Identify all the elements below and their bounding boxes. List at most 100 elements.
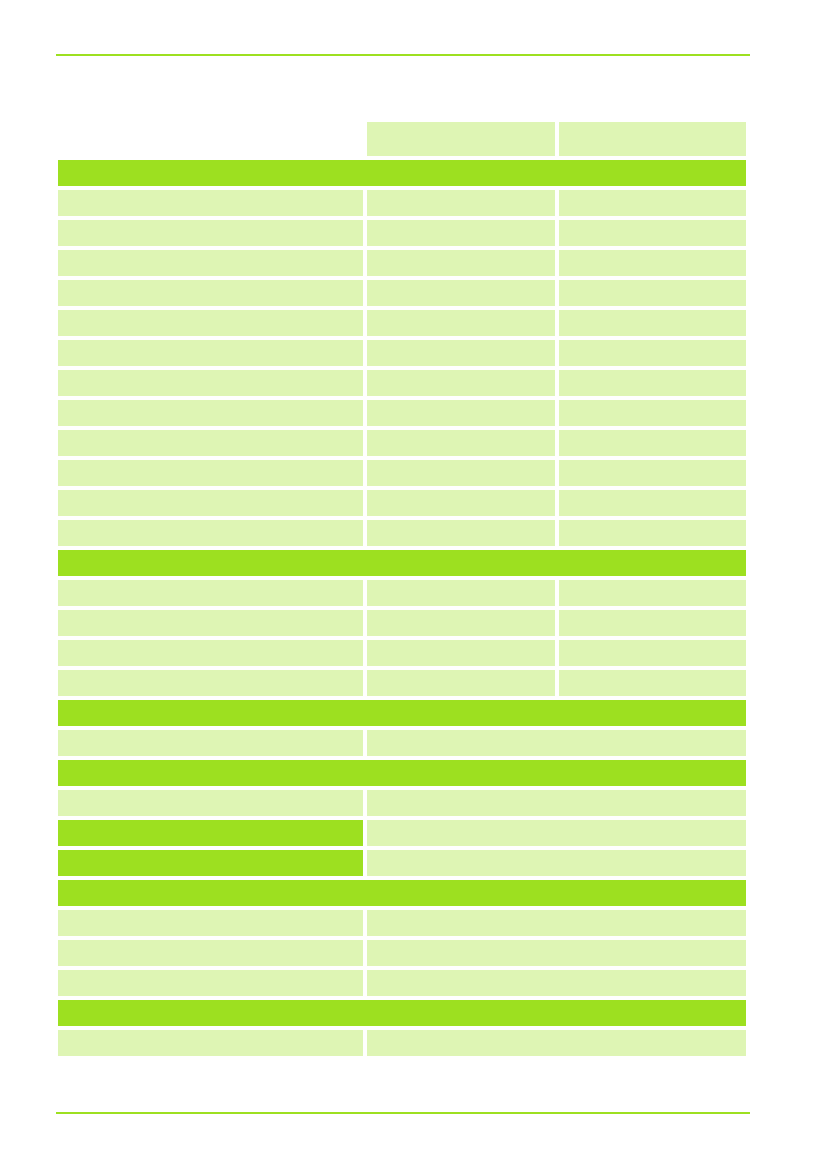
table-cell — [58, 580, 363, 606]
bottom-rule-wrap — [56, 1112, 750, 1114]
table-cell — [58, 400, 363, 426]
table-cell — [58, 220, 363, 246]
table-cell — [367, 310, 555, 336]
table-cell — [367, 190, 555, 216]
table-cell — [559, 122, 746, 156]
table-cell — [58, 122, 363, 156]
table-row — [58, 280, 746, 306]
section-header-row — [58, 700, 746, 726]
table-cell — [58, 730, 363, 756]
table-row — [58, 940, 746, 966]
table-cell — [559, 340, 746, 366]
table-cell — [559, 460, 746, 486]
bottom-rule — [56, 1112, 750, 1114]
table-cell-merged — [367, 970, 746, 996]
table-cell — [58, 520, 363, 546]
table-row — [58, 370, 746, 396]
table-row — [58, 310, 746, 336]
table-cell-merged — [367, 790, 746, 816]
table-cell-merged — [367, 1030, 746, 1056]
table-row — [58, 160, 746, 186]
table-row — [58, 610, 746, 636]
table-cell — [58, 670, 363, 696]
table-row — [58, 460, 746, 486]
table-row — [58, 850, 746, 876]
table-cell — [367, 250, 555, 276]
table-row — [58, 490, 746, 516]
data-table — [58, 122, 746, 1056]
table-cell — [559, 490, 746, 516]
table-cell — [367, 580, 555, 606]
table-cell-merged — [367, 910, 746, 936]
table-row — [58, 520, 746, 546]
section-header-row — [58, 1000, 746, 1026]
table-cell — [58, 280, 363, 306]
table-cell — [58, 820, 363, 846]
table-cell — [559, 370, 746, 396]
table-cell — [58, 610, 363, 636]
table-cell — [559, 280, 746, 306]
table-cell — [58, 430, 363, 456]
table-row — [58, 1030, 746, 1056]
table-row — [58, 670, 746, 696]
table-cell — [559, 610, 746, 636]
table-cell — [367, 430, 555, 456]
table-cell — [367, 610, 555, 636]
table-cell — [559, 310, 746, 336]
table-cell — [367, 490, 555, 516]
table-cell — [58, 1030, 363, 1056]
table-cell — [559, 190, 746, 216]
table-cell — [559, 430, 746, 456]
table-cell — [367, 460, 555, 486]
table-cell — [559, 580, 746, 606]
table-cell — [58, 370, 363, 396]
table-cell — [58, 940, 363, 966]
table-cell — [58, 250, 363, 276]
table-cell — [367, 400, 555, 426]
table-cell — [559, 250, 746, 276]
table-cell — [58, 970, 363, 996]
table-cell — [58, 460, 363, 486]
table-cell — [559, 220, 746, 246]
table-cell — [559, 640, 746, 666]
table-row — [58, 910, 746, 936]
table-row — [58, 1000, 746, 1026]
table-row — [58, 190, 746, 216]
table-cell — [58, 340, 363, 366]
table-row — [58, 122, 746, 156]
table-cell — [367, 640, 555, 666]
table-cell — [58, 490, 363, 516]
table-cell — [559, 520, 746, 546]
table-cell — [58, 790, 363, 816]
page-content — [56, 54, 750, 1060]
table-row — [58, 820, 746, 846]
table-cell-merged — [367, 820, 746, 846]
table-row — [58, 580, 746, 606]
table-row — [58, 730, 746, 756]
table-cell — [367, 340, 555, 366]
table-row — [58, 220, 746, 246]
table-cell — [58, 850, 363, 876]
section-header-row — [58, 160, 746, 186]
table-row — [58, 640, 746, 666]
table-row — [58, 760, 746, 786]
table-cell — [58, 310, 363, 336]
table-cell-merged — [367, 850, 746, 876]
table-row — [58, 430, 746, 456]
section-header-row — [58, 550, 746, 576]
table-cell — [559, 400, 746, 426]
table-cell — [367, 280, 555, 306]
table-row — [58, 790, 746, 816]
table-cell — [367, 122, 555, 156]
table-cell — [367, 370, 555, 396]
table-row — [58, 880, 746, 906]
table-cell-merged — [367, 940, 746, 966]
table-cell — [58, 910, 363, 936]
table-row — [58, 700, 746, 726]
top-rule — [56, 54, 750, 56]
table-row — [58, 400, 746, 426]
table-cell — [58, 190, 363, 216]
table-cell — [367, 220, 555, 246]
section-header-row — [58, 880, 746, 906]
table-cell — [559, 670, 746, 696]
